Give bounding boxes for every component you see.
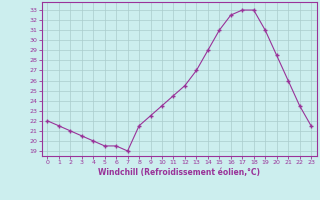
X-axis label: Windchill (Refroidissement éolien,°C): Windchill (Refroidissement éolien,°C)	[98, 168, 260, 177]
